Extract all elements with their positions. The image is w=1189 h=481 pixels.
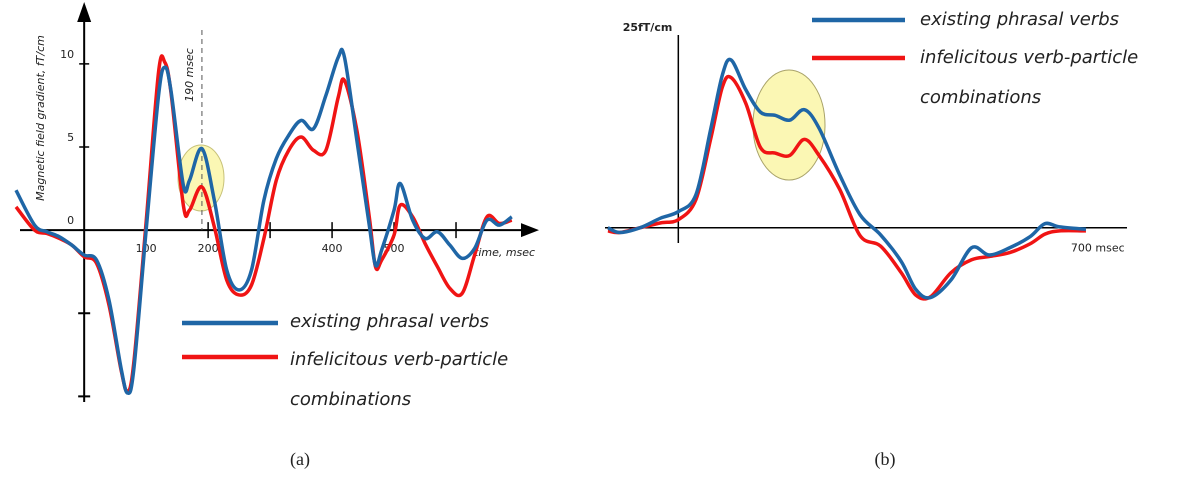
annotation: 190 msec bbox=[183, 48, 196, 102]
y-axis-arrow bbox=[77, 2, 92, 22]
legend-entry: infelicitous verb-particle combinations bbox=[290, 349, 509, 410]
x-tick-label: 700 msec bbox=[1071, 242, 1125, 255]
x-axis-arrow bbox=[521, 223, 539, 238]
x-tick-label: 400 bbox=[322, 242, 343, 255]
series-line bbox=[14, 47, 513, 395]
y-tick-label: 25fT/cm bbox=[623, 21, 673, 34]
legend-entry: existing phrasal verbs bbox=[920, 9, 1120, 30]
legend-entry: infelicitous verb-particle combinations bbox=[920, 47, 1139, 108]
y-axis-label: Magnetic field gradient, fT/cm bbox=[34, 35, 47, 201]
x-tick-label: 200 bbox=[198, 242, 219, 255]
y-tick-label: 0 bbox=[67, 214, 74, 227]
legend-entry: existing phrasal verbs bbox=[290, 311, 490, 332]
caption: (a) bbox=[290, 449, 310, 470]
caption: (b) bbox=[875, 449, 896, 470]
y-tick-label: 10 bbox=[60, 48, 74, 61]
series-line bbox=[607, 57, 1087, 300]
y-tick-label: 5 bbox=[67, 131, 74, 144]
x-axis-label: time, msec bbox=[474, 246, 535, 259]
highlight bbox=[177, 144, 225, 212]
highlight bbox=[752, 69, 826, 181]
